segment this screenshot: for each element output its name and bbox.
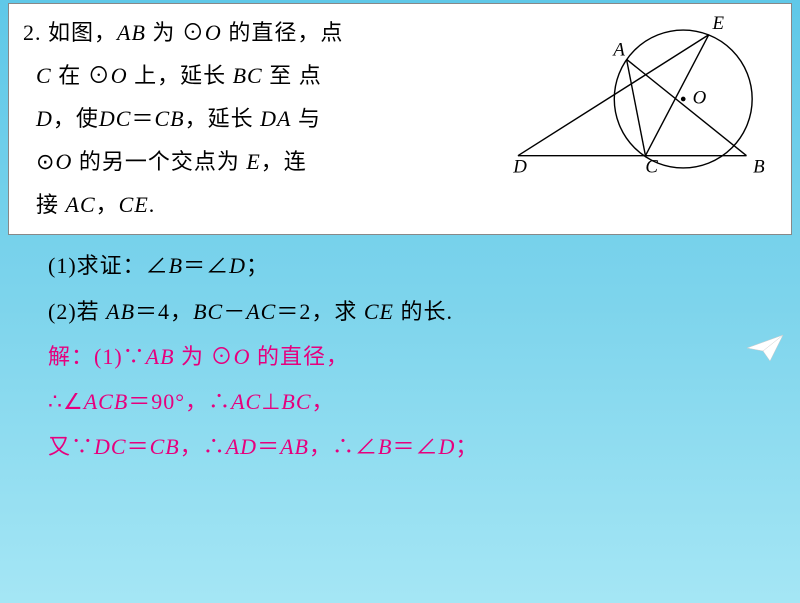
t9: ，延长 xyxy=(185,106,261,131)
s2a: ∴∠ xyxy=(48,389,84,414)
sAD: AD xyxy=(226,434,257,459)
s3g: ； xyxy=(455,434,478,459)
sO: O xyxy=(234,344,251,369)
t2: 为 ⊙ xyxy=(146,20,205,45)
qCE: CE xyxy=(364,299,394,324)
s2d: ， xyxy=(312,389,335,414)
s3e: ，∴∠ xyxy=(309,434,378,459)
sAB2: AB xyxy=(280,434,309,459)
s3f: ＝∠ xyxy=(392,434,438,459)
BC1: BC xyxy=(233,63,263,88)
sBC: BC xyxy=(281,389,311,414)
svg-text:A: A xyxy=(611,40,625,61)
t10: 与 xyxy=(291,106,321,131)
t15: ， xyxy=(96,192,119,217)
D1: D xyxy=(36,106,53,131)
qB: B xyxy=(169,253,183,278)
paper-plane-icon xyxy=(745,333,785,363)
q2e: 的长. xyxy=(394,299,453,324)
qAC: AC xyxy=(246,299,276,324)
qD: D xyxy=(229,253,246,278)
s2b: ＝90°，∴ xyxy=(128,389,231,414)
CB1: CB xyxy=(154,106,184,131)
s1c: 的直径， xyxy=(250,344,349,369)
sB: B xyxy=(378,434,392,459)
AB: AB xyxy=(117,20,146,45)
CE1: CE xyxy=(119,192,149,217)
E1: E xyxy=(246,149,260,174)
t12: 的另一个交点为 xyxy=(72,149,246,174)
t11: ⊙ xyxy=(36,149,55,174)
svg-text:E: E xyxy=(712,14,725,34)
solution-line-1: 解：(1)∵AB 为 ⊙O 的直径， xyxy=(48,334,772,379)
q1c: ； xyxy=(246,253,269,278)
problem-text: 2. 如图，AB 为 ⊙O 的直径，点 C 在 ⊙O 上，延长 BC 至 点 D… xyxy=(23,12,373,226)
s2c: ⊥ xyxy=(261,389,281,414)
q1b: ＝∠ xyxy=(183,253,229,278)
q2a: (2)若 xyxy=(48,299,106,324)
geometry-diagram: D C B A E O xyxy=(496,14,776,184)
t14: 接 xyxy=(36,192,66,217)
q2b: ＝4， xyxy=(135,299,193,324)
question-1: (1)求证：∠B＝∠D； xyxy=(48,243,772,288)
sD: D xyxy=(438,434,455,459)
sAB: AB xyxy=(146,344,175,369)
svg-text:B: B xyxy=(753,157,765,178)
t5: 上，延长 xyxy=(128,63,233,88)
t3: 的直径，点 xyxy=(222,20,344,45)
t8: ＝ xyxy=(131,106,154,131)
solution-line-3: 又∵DC＝CB，∴AD＝AB，∴∠B＝∠D； xyxy=(48,424,772,469)
DC1: DC xyxy=(99,106,132,131)
svg-text:O: O xyxy=(693,88,707,109)
t6: 至 点 xyxy=(263,63,322,88)
s1a: 解：(1)∵ xyxy=(48,344,146,369)
content-area: (1)求证：∠B＝∠D； (2)若 AB＝4，BC－AC＝2，求 CE 的长. … xyxy=(0,243,800,478)
q2c: － xyxy=(223,299,246,324)
sAC: AC xyxy=(231,389,261,414)
problem-box: 2. 如图，AB 为 ⊙O 的直径，点 C 在 ⊙O 上，延长 BC 至 点 D… xyxy=(8,3,792,235)
t13: ，连 xyxy=(261,149,307,174)
qAB: AB xyxy=(106,299,135,324)
s1b: 为 ⊙ xyxy=(175,344,234,369)
t4: 在 ⊙ xyxy=(52,63,111,88)
s3a: 又∵ xyxy=(48,434,94,459)
DA1: DA xyxy=(260,106,291,131)
t1: 如图， xyxy=(48,20,117,45)
t7: ，使 xyxy=(53,106,99,131)
s3b: ＝ xyxy=(127,434,150,459)
AC1: AC xyxy=(66,192,96,217)
solution-line-2: ∴∠ACB＝90°，∴AC⊥BC， xyxy=(48,379,772,424)
qBC: BC xyxy=(193,299,223,324)
sACB: ACB xyxy=(84,389,129,414)
q2d: ＝2，求 xyxy=(276,299,364,324)
s3d: ＝ xyxy=(257,434,280,459)
O1: O xyxy=(205,20,222,45)
sCB: CB xyxy=(150,434,180,459)
svg-text:C: C xyxy=(645,157,658,178)
question-2: (2)若 AB＝4，BC－AC＝2，求 CE 的长. xyxy=(48,289,772,334)
sDC: DC xyxy=(94,434,127,459)
C1: C xyxy=(36,63,52,88)
s3c: ，∴ xyxy=(180,434,226,459)
t16: . xyxy=(149,192,156,217)
q1a: (1)求证：∠ xyxy=(48,253,169,278)
svg-text:D: D xyxy=(512,157,527,178)
O3: O xyxy=(55,149,72,174)
O2: O xyxy=(111,63,128,88)
problem-number: 2. xyxy=(23,20,42,45)
